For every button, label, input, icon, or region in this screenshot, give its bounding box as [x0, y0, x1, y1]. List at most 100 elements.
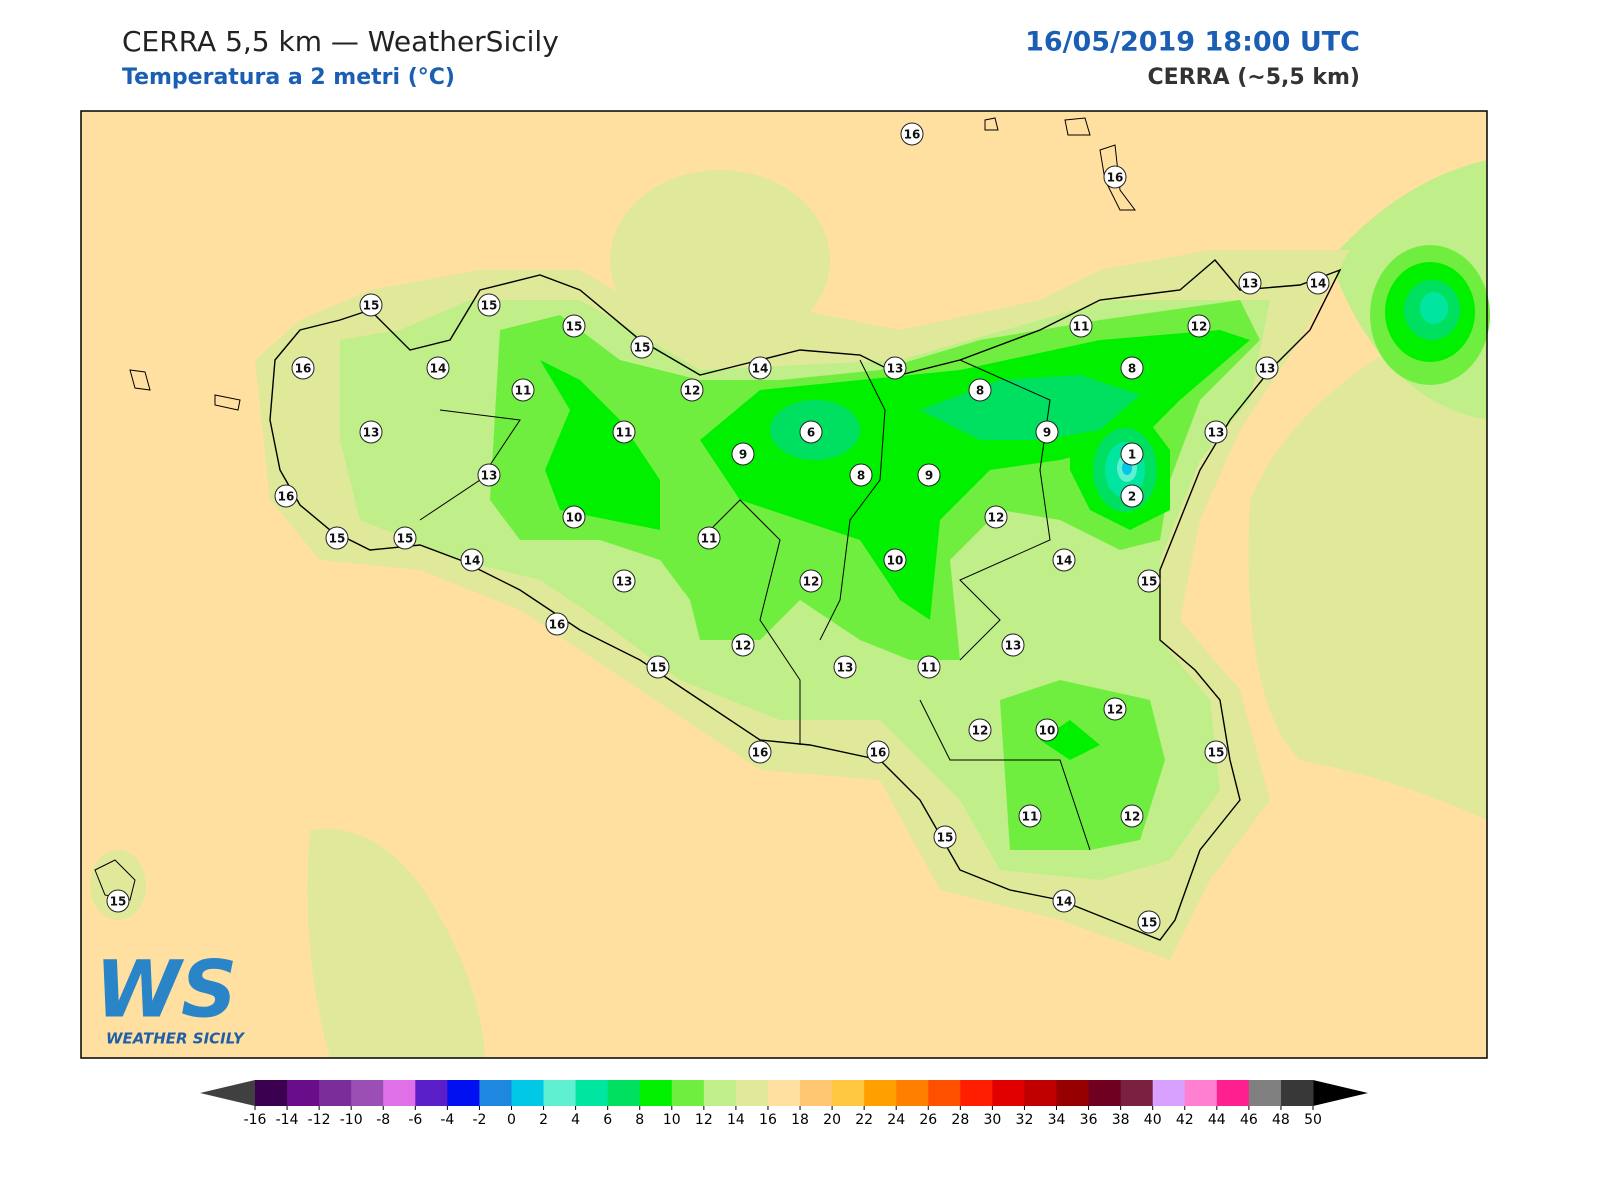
- station-marker: [1035, 420, 1059, 444]
- contour: [610, 170, 830, 350]
- contour: [307, 828, 485, 1058]
- station-value: 16: [278, 490, 295, 504]
- station-marker: [1103, 697, 1127, 721]
- station-marker: [1187, 314, 1211, 338]
- station-marker: [748, 356, 772, 380]
- station-value: 1: [1128, 448, 1136, 462]
- station-marker: [1120, 356, 1144, 380]
- station-value: 13: [363, 426, 380, 440]
- station-marker: [917, 655, 941, 679]
- colorbar-bin: [832, 1080, 865, 1106]
- colorbar-under: [200, 1080, 255, 1106]
- station-marker: [612, 569, 636, 593]
- station: 15: [477, 293, 501, 317]
- station: 9: [731, 442, 755, 466]
- station-value: 10: [887, 554, 904, 568]
- station-value: 16: [870, 746, 887, 760]
- station: 16: [545, 612, 569, 636]
- station-marker: [612, 420, 636, 444]
- station-marker: [917, 463, 941, 487]
- station-marker: [933, 825, 957, 849]
- station-marker: [883, 548, 907, 572]
- station-marker: [1035, 718, 1059, 742]
- colorbar-bin: [800, 1080, 833, 1106]
- colorbar-tick-label: -2: [472, 1112, 486, 1128]
- station-marker: [106, 889, 130, 913]
- station: 12: [680, 378, 704, 402]
- colorbar-tick-label: -8: [376, 1112, 390, 1128]
- colorbar-bin: [255, 1080, 288, 1106]
- colorbar-bin: [1152, 1080, 1186, 1106]
- colorbar-tick-label: 6: [603, 1112, 612, 1128]
- colorbar-bin: [1024, 1080, 1058, 1106]
- colorbar-tick-label: 38: [1112, 1112, 1130, 1128]
- station: 16: [866, 740, 890, 764]
- colorbar-bin: [767, 1080, 801, 1106]
- colorbar-over: [1313, 1080, 1368, 1106]
- station: 16: [1103, 165, 1127, 189]
- station: 15: [933, 825, 957, 849]
- colorbar-bin: [607, 1080, 641, 1106]
- station: 14: [1052, 548, 1076, 572]
- colorbar-bin: [415, 1080, 448, 1106]
- station-value: 13: [481, 469, 498, 483]
- station-marker: [968, 378, 992, 402]
- station-marker: [731, 633, 755, 657]
- colorbar-tick-label: 46: [1240, 1112, 1258, 1128]
- colorbar-bin: [575, 1080, 609, 1106]
- station-marker: [748, 740, 772, 764]
- station-marker: [1137, 910, 1161, 934]
- station-value: 10: [1039, 724, 1056, 738]
- station-marker: [1120, 804, 1144, 828]
- station: 13: [1204, 420, 1228, 444]
- station-value: 15: [363, 299, 380, 313]
- colorbar-bin: [383, 1080, 416, 1106]
- station-value: 12: [803, 575, 820, 589]
- station-value: 11: [616, 426, 633, 440]
- station-value: 12: [1107, 703, 1124, 717]
- station-value: 12: [972, 724, 989, 738]
- station: 14: [426, 356, 450, 380]
- station-marker: [849, 463, 873, 487]
- station: 13: [1238, 271, 1262, 295]
- colorbar-bin: [960, 1080, 993, 1106]
- station-value: 15: [650, 661, 667, 675]
- station: 10: [562, 505, 586, 529]
- station: 9: [1035, 420, 1059, 444]
- colorbar-bin: [479, 1080, 512, 1106]
- station-marker: [477, 463, 501, 487]
- station-value: 16: [1107, 171, 1124, 185]
- station-marker: [1204, 740, 1228, 764]
- station-value: 11: [1022, 810, 1039, 824]
- colorbar-bin: [639, 1080, 673, 1106]
- station-value: 11: [701, 532, 718, 546]
- station-value: 15: [329, 532, 346, 546]
- station-marker: [359, 293, 383, 317]
- station-value: 14: [1056, 554, 1073, 568]
- colorbar-bin: [1120, 1080, 1154, 1106]
- station-marker: [1052, 548, 1076, 572]
- colorbar-tick-label: 10: [663, 1112, 681, 1128]
- station-marker: [426, 356, 450, 380]
- colorbar-tick-label: 28: [951, 1112, 969, 1128]
- station-marker: [1052, 889, 1076, 913]
- station-value: 15: [634, 341, 651, 355]
- station-marker: [359, 420, 383, 444]
- logo-text: WEATHER SICILY: [106, 1030, 246, 1048]
- station-value: 15: [1141, 916, 1158, 930]
- colorbar-tick-label: -6: [408, 1112, 422, 1128]
- colorbar-bin: [319, 1080, 352, 1106]
- colorbar-bin: [992, 1080, 1025, 1106]
- station-value: 16: [752, 746, 769, 760]
- station: 13: [883, 356, 907, 380]
- map-frame: [80, 110, 1488, 1059]
- station-marker: [866, 740, 890, 764]
- station: 12: [968, 718, 992, 742]
- station-marker: [1238, 271, 1262, 295]
- map-area: [80, 110, 1490, 1059]
- station: 15: [1137, 910, 1161, 934]
- station: 12: [1103, 697, 1127, 721]
- station-marker: [1137, 569, 1161, 593]
- station: 8: [1120, 356, 1144, 380]
